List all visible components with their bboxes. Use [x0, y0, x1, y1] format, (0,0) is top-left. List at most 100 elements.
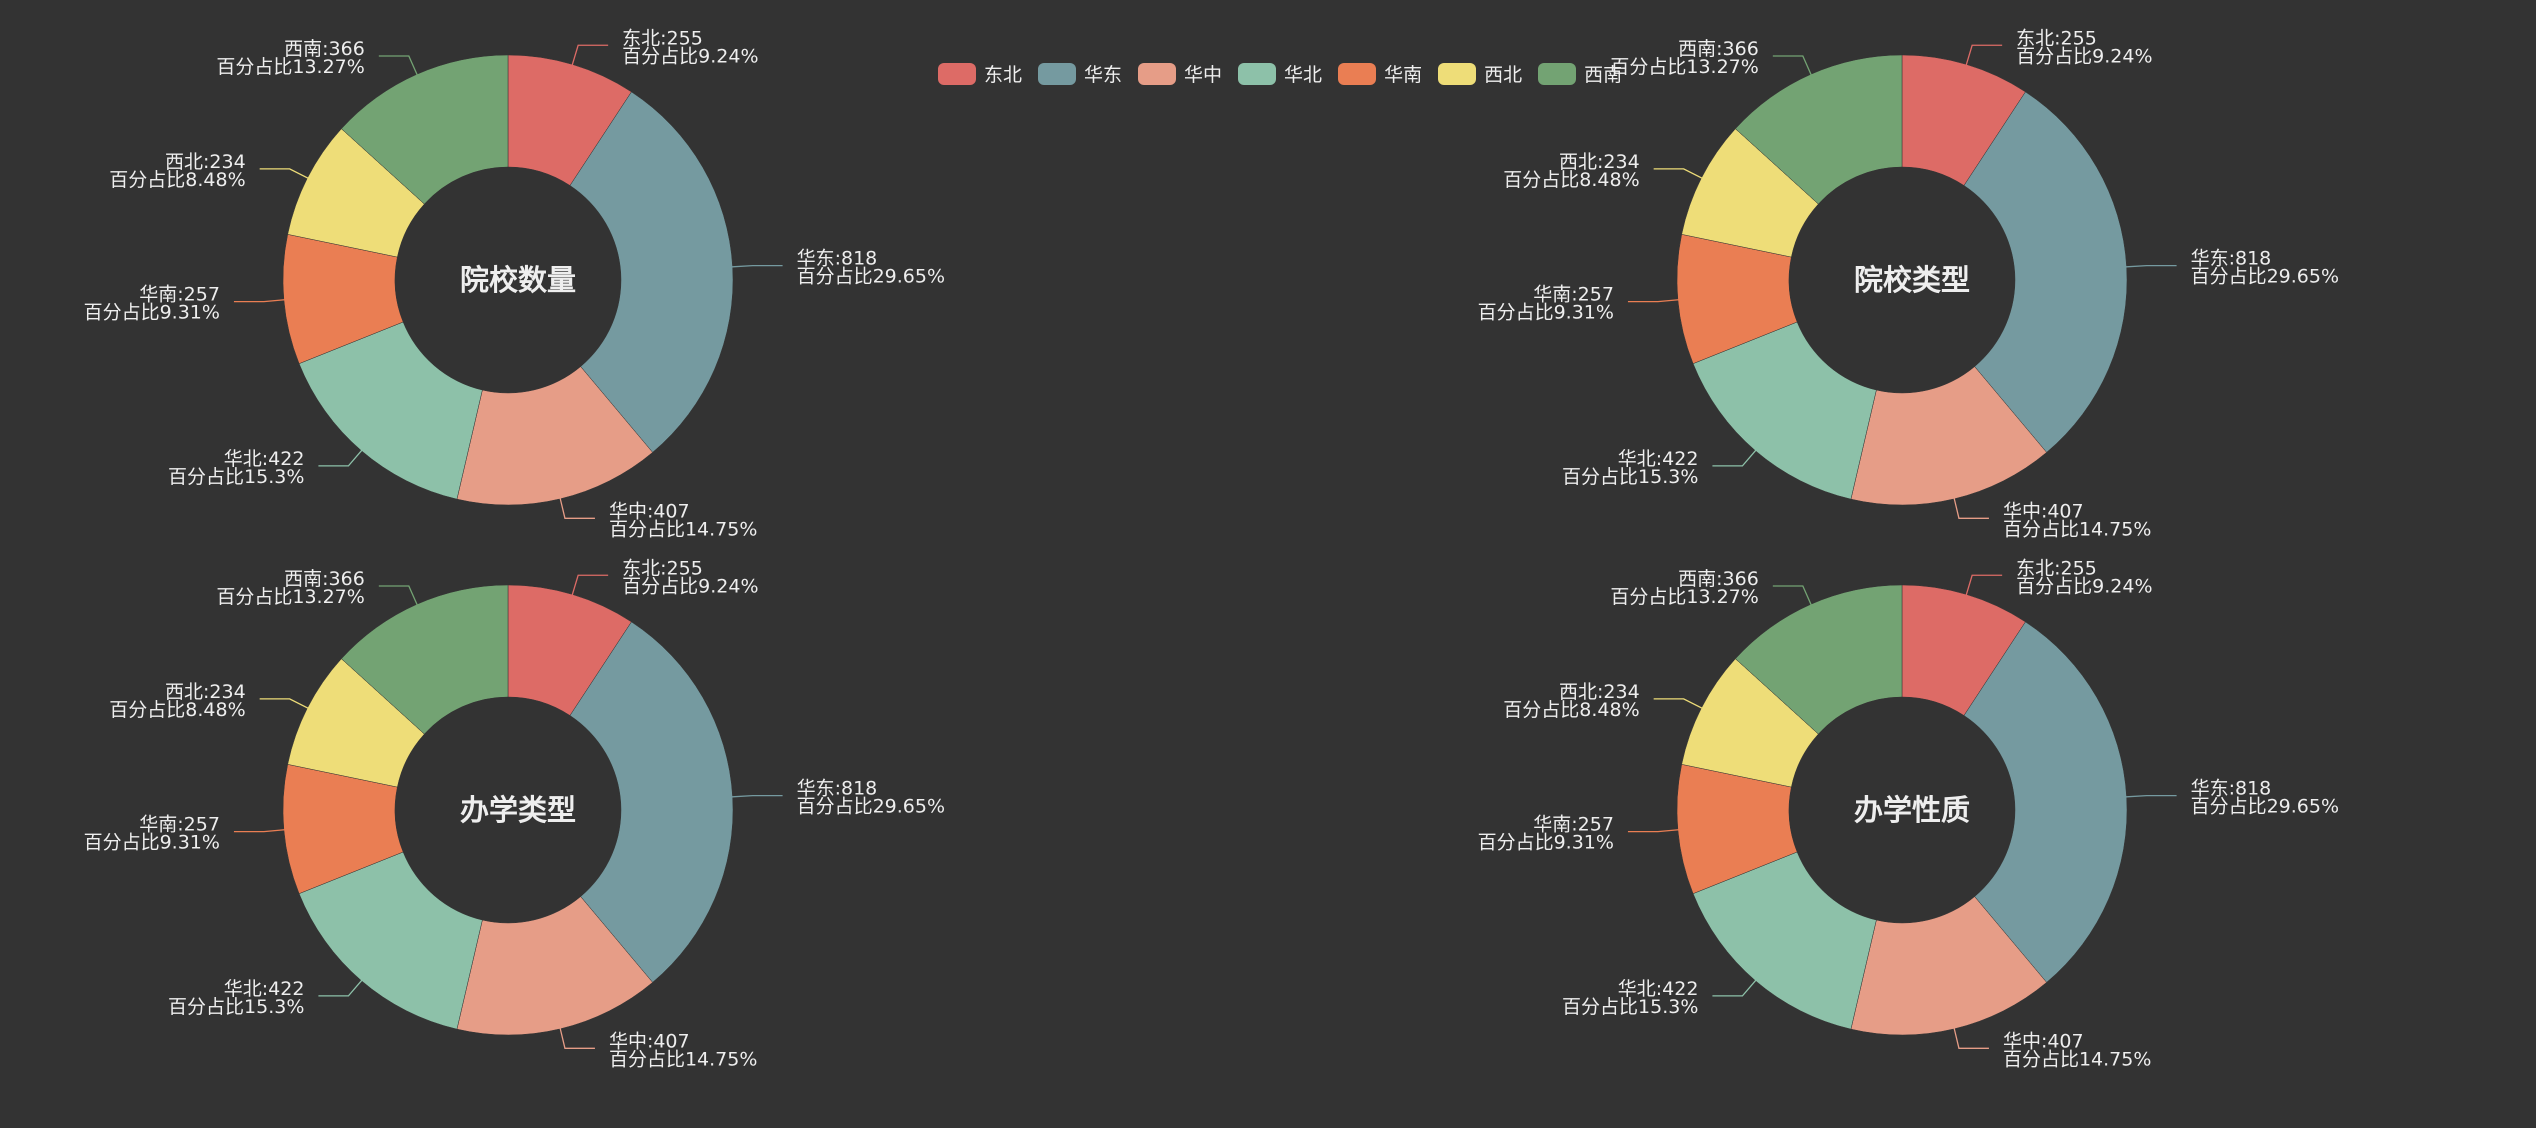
legend-item-2[interactable]: 华中: [1138, 60, 1222, 87]
slice-label-value: 华中:407: [2003, 500, 2084, 522]
pie-slice-西南[interactable]: [1735, 584, 1903, 735]
pie-slice-西南[interactable]: [1735, 54, 1903, 205]
label-leader-line: [318, 448, 364, 467]
slice-label-percent: 百分占比9.31%: [1478, 832, 1614, 854]
label-leader-line: [378, 55, 419, 77]
slice-label-value: 华东:818: [2191, 248, 2272, 270]
label-leader-line: [1953, 496, 1989, 519]
legend-label: 华东: [1084, 64, 1123, 86]
slice-label-value: 华南:257: [1533, 284, 1614, 306]
slice-label-value: 华东:818: [797, 248, 878, 270]
label-leader-line: [1712, 978, 1758, 997]
pie-slice-华东[interactable]: [1963, 621, 2128, 983]
legend-item-6[interactable]: 西南: [1538, 60, 1622, 87]
legend-swatch: [1238, 62, 1277, 85]
label-leader-line: [1772, 55, 1813, 77]
slice-label-value: 华东:818: [797, 778, 878, 800]
pie-slice-华东[interactable]: [1963, 91, 2128, 453]
legend-swatch: [1138, 62, 1177, 85]
slice-label-percent: 百分占比8.48%: [109, 169, 245, 191]
slice-label-value: 华南:257: [139, 814, 220, 836]
pie-slice-华中[interactable]: [456, 366, 653, 506]
label-leader-line: [259, 698, 310, 710]
slice-label-percent: 百分占比9.24%: [622, 575, 758, 597]
slice-label-percent: 百分占比9.31%: [1478, 302, 1614, 324]
label-leader-line: [730, 264, 783, 268]
pie-slice-华北[interactable]: [1692, 851, 1877, 1030]
legend-item-0[interactable]: 东北: [938, 60, 1022, 87]
label-leader-line: [233, 299, 286, 303]
slice-label-percent: 百分占比9.31%: [84, 832, 220, 854]
label-leader-line: [730, 794, 783, 798]
slice-label-value: 西南:366: [284, 38, 365, 60]
slice-label-percent: 百分占比15.3%: [168, 996, 304, 1018]
slice-label-value: 东北:255: [2016, 557, 2097, 579]
slice-label-value: 西北:234: [165, 151, 246, 173]
label-leader-line: [559, 496, 595, 519]
label-leader-line: [1627, 299, 1680, 303]
slice-label-percent: 百分占比29.65%: [2191, 796, 2339, 818]
slice-label-percent: 百分占比29.65%: [2191, 266, 2339, 288]
slice-label-value: 西南:366: [1678, 568, 1759, 590]
slice-label-percent: 百分占比14.75%: [2003, 518, 2151, 540]
slice-label-percent: 百分占比13.27%: [216, 56, 364, 78]
legend-item-3[interactable]: 华北: [1238, 60, 1322, 87]
label-leader-line: [1712, 448, 1758, 467]
label-leader-line: [2124, 264, 2177, 268]
label-leader-line: [378, 585, 419, 607]
pie-slice-华东[interactable]: [569, 621, 734, 983]
slice-label-value: 华中:407: [2003, 1030, 2084, 1052]
slice-label-percent: 百分占比13.27%: [1610, 56, 1758, 78]
slice-label-value: 西南:366: [284, 568, 365, 590]
legend-swatch: [1038, 62, 1077, 85]
pie-slice-华北[interactable]: [1692, 321, 1877, 500]
label-leader-line: [2124, 794, 2177, 798]
pie-slice-华中[interactable]: [1850, 366, 2047, 506]
slice-label-value: 华东:818: [2191, 778, 2272, 800]
slice-label-value: 东北:255: [2016, 27, 2097, 49]
slice-label-percent: 百分占比15.3%: [1562, 996, 1698, 1018]
label-leader-line: [559, 1026, 595, 1049]
slice-label-percent: 百分占比9.24%: [622, 45, 758, 67]
pie-slice-华中[interactable]: [456, 896, 653, 1036]
legend-label: 华北: [1284, 64, 1323, 86]
slice-label-percent: 百分占比14.75%: [609, 1048, 757, 1070]
slice-label-percent: 百分占比14.75%: [609, 518, 757, 540]
slice-label-value: 华中:407: [609, 500, 690, 522]
pie-slice-西南[interactable]: [341, 54, 509, 205]
label-leader-line: [1772, 585, 1813, 607]
donut-chart-2: 东北:255百分占比9.24%华东:818百分占比29.65%华中:407百分占…: [84, 557, 945, 1070]
label-leader-line: [318, 978, 364, 997]
label-leader-line: [259, 168, 310, 180]
pie-slice-华北[interactable]: [298, 321, 483, 500]
slice-label-percent: 百分占比9.24%: [2016, 575, 2152, 597]
donut-chart-3: 东北:255百分占比9.24%华东:818百分占比29.65%华中:407百分占…: [1478, 557, 2339, 1070]
slice-label-value: 华北:422: [1618, 448, 1699, 470]
slice-label-value: 华中:407: [609, 1030, 690, 1052]
pie-slice-华东[interactable]: [569, 91, 734, 453]
legend-item-4[interactable]: 华南: [1338, 60, 1422, 87]
slice-label-value: 华南:257: [1533, 814, 1614, 836]
pie-slice-华中[interactable]: [1850, 896, 2047, 1036]
legend-swatch: [1538, 62, 1577, 85]
slice-label-percent: 百分占比29.65%: [797, 266, 945, 288]
donut-chart-0: 东北:255百分占比9.24%华东:818百分占比29.65%华中:407百分占…: [84, 27, 945, 540]
slice-label-percent: 百分占比13.27%: [216, 586, 364, 608]
slice-label-percent: 百分占比14.75%: [2003, 1048, 2151, 1070]
donut-chart-1: 东北:255百分占比9.24%华东:818百分占比29.65%华中:407百分占…: [1478, 27, 2339, 540]
slice-label-value: 东北:255: [622, 27, 703, 49]
chart-legend: 东北 华东 华中 华北 华南 西北 西南: [938, 60, 1638, 87]
chart-center-title: 院校类型: [1854, 263, 1970, 297]
pie-slice-华北[interactable]: [298, 851, 483, 1030]
legend-item-1[interactable]: 华东: [1038, 60, 1122, 87]
pie-slice-西南[interactable]: [341, 584, 509, 735]
slice-label-percent: 百分占比15.3%: [1562, 466, 1698, 488]
legend-item-5[interactable]: 西北: [1438, 60, 1522, 87]
slice-label-value: 东北:255: [622, 557, 703, 579]
slice-label-percent: 百分占比9.24%: [2016, 45, 2152, 67]
slice-label-value: 华南:257: [139, 284, 220, 306]
slice-label-percent: 百分占比8.48%: [109, 699, 245, 721]
slice-label-percent: 百分占比8.48%: [1503, 699, 1639, 721]
chart-center-title: 院校数量: [460, 263, 576, 297]
